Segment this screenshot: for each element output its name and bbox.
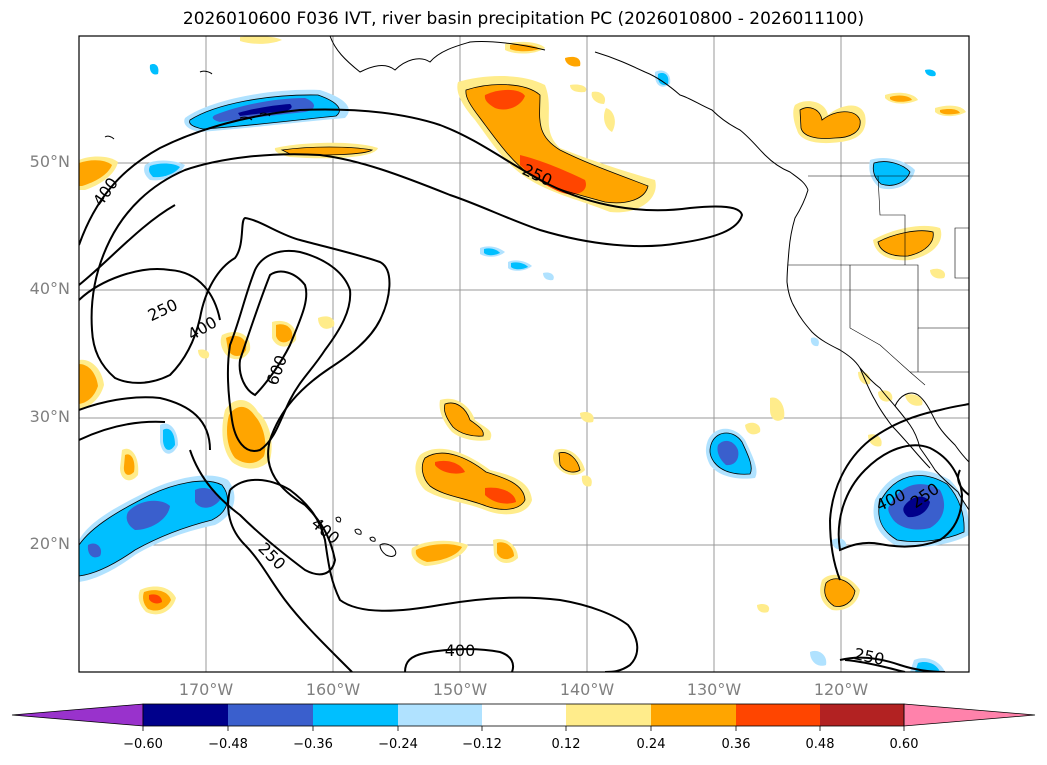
colorbar-segment xyxy=(228,704,313,726)
colorbar-tick: 0.24 xyxy=(636,737,666,752)
colorbar-tick: −0.60 xyxy=(123,737,163,752)
lon-label-130w: 130°W xyxy=(686,680,742,699)
lat-label-40n: 40°N xyxy=(29,279,70,298)
colorbar-segment xyxy=(482,704,566,726)
colorbar-tick: −0.48 xyxy=(208,737,248,752)
colorbar-tick: −0.24 xyxy=(378,737,418,752)
lat-label-50n: 50°N xyxy=(29,152,70,171)
colorbar-tick: −0.36 xyxy=(293,737,333,752)
figure-title: 2026010600 F036 IVT, river basin precipi… xyxy=(182,9,865,29)
lon-label-120w: 120°W xyxy=(813,680,869,699)
colorbar-segment xyxy=(313,704,398,726)
map-frame xyxy=(78,35,970,673)
lon-label-150w: 150°W xyxy=(432,680,488,699)
precip-positive-regions xyxy=(79,36,966,615)
lon-label-140w: 140°W xyxy=(559,680,615,699)
colorbar-tick: 0.60 xyxy=(889,737,919,752)
colorbar-tick: 0.48 xyxy=(805,737,835,752)
colorbar xyxy=(11,703,1036,731)
precip-negative-regions xyxy=(79,64,969,672)
colorbar-tick: −0.12 xyxy=(462,737,502,752)
contour-label: 400 xyxy=(445,641,476,660)
colorbar-extend-low xyxy=(11,703,144,727)
lon-label-160w: 160°W xyxy=(305,680,361,699)
colorbar-segment xyxy=(398,704,482,726)
colorbar-tick: 0.12 xyxy=(551,737,581,752)
colorbar-segment xyxy=(651,704,736,726)
political-borders xyxy=(788,175,969,386)
colorbar-segment xyxy=(736,704,820,726)
colorbar-tick: 0.36 xyxy=(721,737,751,752)
lat-label-20n: 20°N xyxy=(29,534,70,553)
lon-label-170w: 170°W xyxy=(178,680,234,699)
colorbar-segment xyxy=(566,704,651,726)
colorbar-segment xyxy=(820,704,904,726)
colorbar-extend-high xyxy=(903,703,1036,727)
colorbar-segment xyxy=(143,704,228,726)
lat-label-30n: 30°N xyxy=(29,407,70,426)
